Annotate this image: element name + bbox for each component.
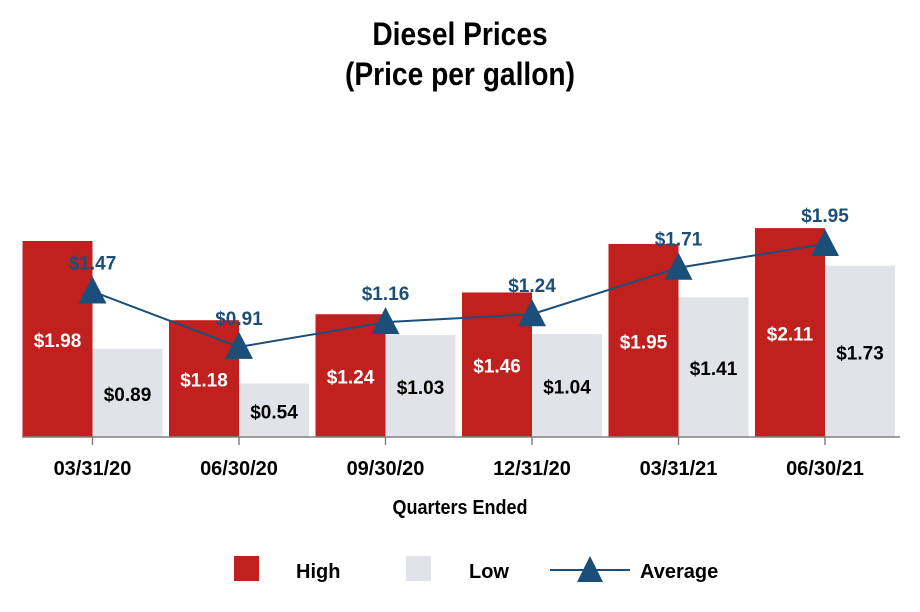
average-line [92, 242, 826, 348]
data-label-low: $1.03 [397, 378, 445, 399]
data-label-low: $1.04 [543, 378, 591, 399]
x-axis-title: Quarters Ended [393, 497, 528, 519]
data-label-average: $1.16 [362, 284, 410, 305]
data-label-average: $1.47 [69, 253, 117, 274]
legend-high-label: High [296, 561, 340, 583]
data-label-low: $1.41 [690, 359, 738, 380]
legend-high-swatch [234, 556, 259, 581]
bar-high [315, 314, 386, 437]
bar-low [385, 335, 456, 437]
bar-low [92, 348, 163, 437]
average-marker [664, 252, 693, 280]
average-marker [518, 299, 546, 327]
average-marker [225, 331, 253, 359]
data-label-high: $2.11 [767, 325, 814, 346]
average-line-group [78, 228, 839, 359]
data-label-low: $0.89 [104, 385, 152, 406]
average-marker [811, 228, 839, 256]
data-label-low: $0.54 [250, 402, 298, 423]
x-tick-label: 06/30/20 [200, 458, 278, 480]
chart-title: Diesel Prices (Price per gallon) [55, 14, 865, 94]
data-label-high: $1.98 [34, 331, 82, 352]
legend-average-marker [577, 556, 603, 582]
legend: High Low Average [234, 556, 718, 583]
data-label-high: $1.24 [327, 368, 375, 389]
bar-high [22, 240, 93, 437]
x-tick-label: 12/31/20 [493, 458, 571, 480]
x-tick-label: 03/31/20 [54, 458, 132, 480]
average-marker [78, 276, 107, 304]
legend-low-label: Low [469, 561, 509, 583]
bar-low [678, 297, 749, 437]
average-marker [371, 307, 400, 335]
data-label-low: $1.73 [836, 343, 884, 364]
data-label-average: $0.91 [215, 309, 263, 330]
x-tick-label: 06/30/21 [786, 458, 864, 480]
chart-subtitle: (Price per gallon) [344, 56, 576, 92]
legend-average-label: Average [640, 561, 718, 583]
bar-low [532, 334, 602, 437]
bar-high [755, 228, 825, 437]
chart-title-main: Diesel Prices [372, 16, 548, 52]
x-tick-label: 09/30/20 [347, 458, 425, 480]
data-label-high: $1.18 [180, 371, 228, 392]
bar-low [825, 265, 895, 437]
x-tick-label: 03/31/21 [640, 458, 718, 480]
data-label-average: $1.95 [801, 206, 849, 227]
data-labels-group: $1.98 $0.89 $1.18 $0.54 $1.24 $1.03 $1.46 $1.04… [34, 206, 884, 423]
bars-group [22, 228, 895, 437]
data-label-average: $1.71 [655, 230, 703, 251]
legend-low-swatch [406, 556, 431, 581]
data-label-average: $1.24 [508, 276, 556, 297]
data-label-high: $1.95 [620, 332, 668, 353]
data-label-high: $1.46 [473, 357, 521, 378]
bar-low [239, 383, 309, 437]
bar-high [169, 320, 239, 437]
x-axis-ticks: 03/31/20 06/30/20 09/30/20 12/31/20 03/31/21… [54, 437, 864, 480]
